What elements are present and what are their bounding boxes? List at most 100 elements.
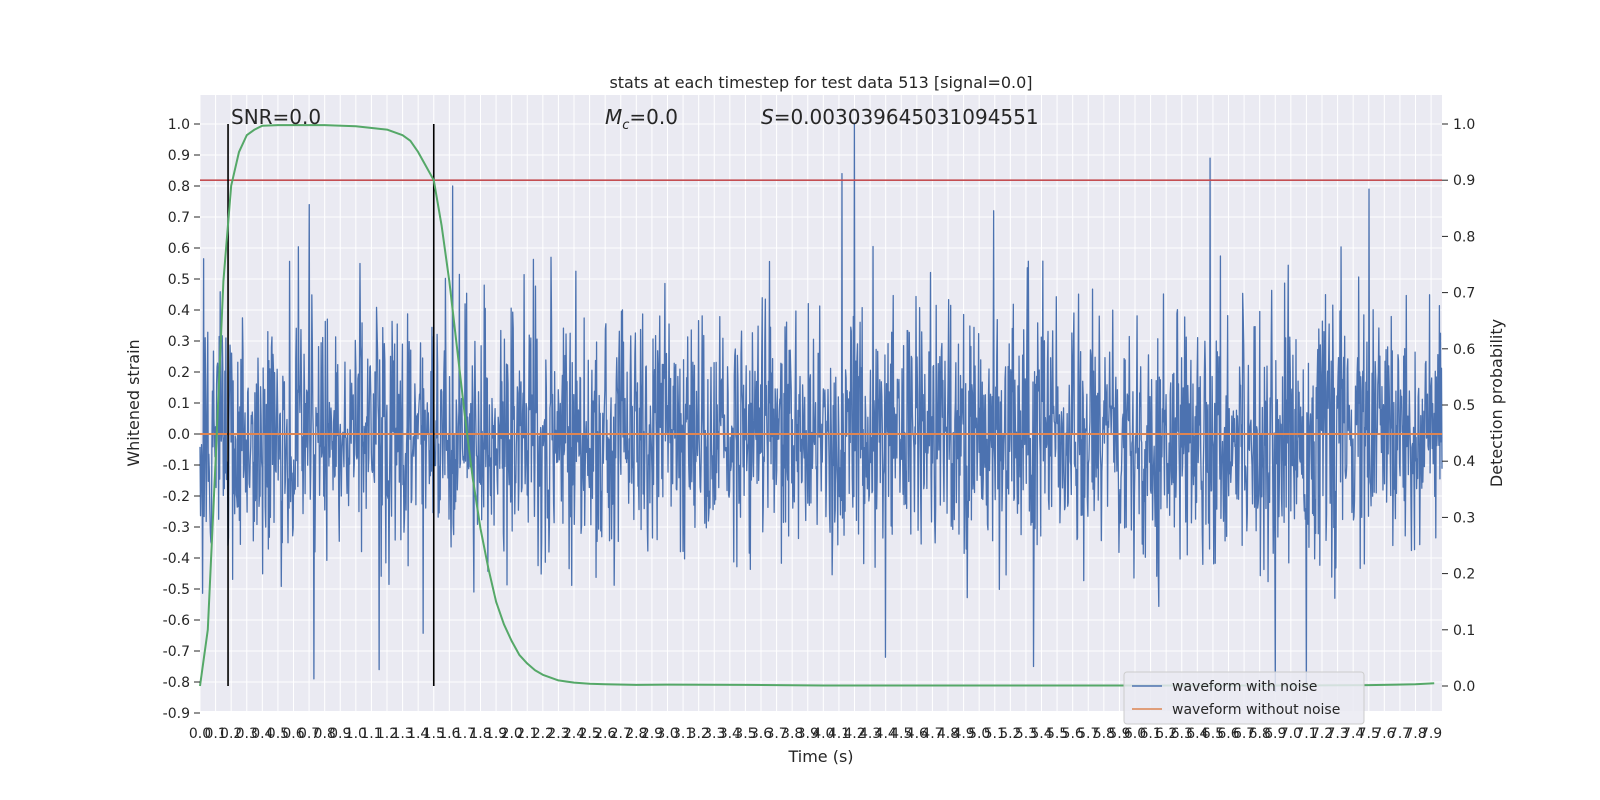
x-tick-label: 5.3 (1015, 726, 1037, 742)
score-value: =0.003039645031094551 (774, 105, 1039, 129)
legend-label-waveform-with-noise: waveform with noise (1172, 679, 1317, 695)
x-tick-label: 7.6 (1373, 726, 1395, 742)
x-tick-label: 0.1 (204, 726, 226, 742)
x-tick-label: 6.0 (1124, 726, 1146, 742)
x-tick-label: 5.0 (968, 726, 990, 742)
x-tick-label: 0.4 (251, 726, 273, 742)
y-tick-label: 1.0 (168, 117, 190, 133)
x-tick-label: 5.6 (1062, 726, 1084, 742)
detection-probability-line (199, 124, 1435, 687)
x-tick-label: 3.0 (656, 726, 678, 742)
x-tick-label: 1.4 (407, 726, 429, 742)
x-tick-label: 2.2 (532, 726, 554, 742)
x-tick-label: 3.2 (688, 726, 710, 742)
y-tick-label: -0.3 (163, 520, 190, 536)
x-tick-label: 6.2 (1155, 726, 1177, 742)
x-tick-label: 2.8 (625, 726, 647, 742)
y2-tick-labels: 1.0 0.9 0.8 0.7 0.6 0.5 0.4 0.3 0.2 0.1 0.0 (1442, 117, 1475, 695)
y2-tick-label: 0.3 (1453, 510, 1475, 526)
x-tick-label: 1.5 (423, 726, 445, 742)
x-tick-label: 7.1 (1295, 726, 1317, 742)
y-tick-label: 0.5 (168, 272, 190, 288)
x-tick-label: 0.8 (314, 726, 336, 742)
y-tick-label: -0.6 (163, 613, 190, 629)
chart-overlay (199, 124, 1442, 687)
x-tick-label: 4.7 (921, 726, 943, 742)
x-tick-label: 1.2 (376, 726, 398, 742)
x-tick-label: 2.0 (501, 726, 523, 742)
x-tick-label: 7.7 (1389, 726, 1411, 742)
x-tick-labels: 0.00.10.20.30.40.50.60.70.80.91.01.11.21… (189, 726, 1442, 742)
x-tick-label: 1.1 (360, 726, 382, 742)
x-tick-label: 5.1 (984, 726, 1006, 742)
x-tick-label: 5.2 (999, 726, 1021, 742)
y-tick-label: 0.4 (168, 303, 190, 319)
x-tick-label: 5.5 (1046, 726, 1068, 742)
x-tick-label: 3.9 (797, 726, 819, 742)
x-tick-label: 2.9 (641, 726, 663, 742)
y2-tick-label: 0.2 (1453, 567, 1475, 583)
score-annotation: S=0.003039645031094551 (761, 105, 1039, 129)
x-tick-label: 2.4 (563, 726, 585, 742)
x-tick-label: 4.5 (890, 726, 912, 742)
y2-tick-label: 0.8 (1453, 229, 1475, 245)
x-tick-label: 6.9 (1264, 726, 1286, 742)
x-tick-label: 6.3 (1171, 726, 1193, 742)
y-tick-label: 0.9 (168, 148, 190, 164)
x-tick-label: 3.5 (734, 726, 756, 742)
y-tick-label: 0.8 (168, 179, 190, 195)
x-tick-label: 6.6 (1217, 726, 1239, 742)
y-tick-label: -0.1 (163, 458, 190, 474)
y-tick-label: -0.7 (163, 644, 190, 660)
legend-label-waveform-without-noise: waveform without noise (1172, 702, 1340, 718)
x-tick-label: 2.6 (594, 726, 616, 742)
x-axis-label: Time (s) (787, 747, 853, 766)
snr-annotation: SNR=0.0 (231, 105, 321, 129)
x-tick-label: 0.9 (329, 726, 351, 742)
x-tick-label: 4.3 (859, 726, 881, 742)
y2-tick-label: 0.4 (1453, 454, 1475, 470)
x-tick-label: 3.3 (703, 726, 725, 742)
x-tick-label: 1.3 (391, 726, 413, 742)
x-tick-label: 6.4 (1186, 726, 1208, 742)
x-tick-label: 6.8 (1249, 726, 1271, 742)
waveform-with-noise-series (199, 123, 1443, 692)
chirp-mass-symbol: M (605, 105, 622, 129)
x-tick-label: 6.7 (1233, 726, 1255, 742)
x-tick-label: 0.6 (282, 726, 304, 742)
y-tick-label: -0.5 (163, 582, 190, 598)
x-tick-label: 5.9 (1108, 726, 1130, 742)
x-tick-label: 4.0 (812, 726, 834, 742)
x-tick-label: 6.5 (1202, 726, 1224, 742)
y2-tick-label: 0.0 (1453, 679, 1475, 695)
x-tick-label: 3.7 (765, 726, 787, 742)
y-tick-label: 0.0 (168, 427, 190, 443)
x-tick-label: 0.3 (236, 726, 258, 742)
y-tick-label: -0.8 (163, 675, 190, 691)
x-tick-label: 2.7 (610, 726, 632, 742)
y-tick-label: 0.1 (168, 396, 190, 412)
x-tick-label: 0.5 (267, 726, 289, 742)
y-tick-label: 0.2 (168, 365, 190, 381)
x-tick-label: 7.2 (1311, 726, 1333, 742)
x-tick-label: 7.3 (1326, 726, 1348, 742)
x-tick-label: 3.1 (672, 726, 694, 742)
y2-axis-label: Detection probability (1487, 319, 1506, 487)
x-tick-label: 4.4 (875, 726, 897, 742)
x-tick-label: 4.9 (952, 726, 974, 742)
x-tick-label: 4.2 (843, 726, 865, 742)
y2-tick-label: 1.0 (1453, 117, 1475, 133)
x-tick-label: 5.4 (1030, 726, 1052, 742)
x-tick-label: 7.9 (1420, 726, 1442, 742)
y-axis-label: Whitened strain (124, 339, 143, 466)
x-tick-label: 2.5 (578, 726, 600, 742)
y-tick-label: -0.9 (163, 706, 190, 722)
y-tick-labels: 1.0 0.9 0.8 0.7 0.6 0.5 0.4 0.3 0.2 0.1 0.0 -0.1 -0.… (163, 117, 200, 722)
chirp-mass-value: =0.0 (629, 105, 678, 129)
x-tick-label: 3.4 (719, 726, 741, 742)
x-tick-label: 3.6 (750, 726, 772, 742)
y-tick-label: -0.4 (163, 551, 190, 567)
x-tick-label: 0.7 (298, 726, 320, 742)
chirp-mass-subscript: c (622, 118, 629, 133)
